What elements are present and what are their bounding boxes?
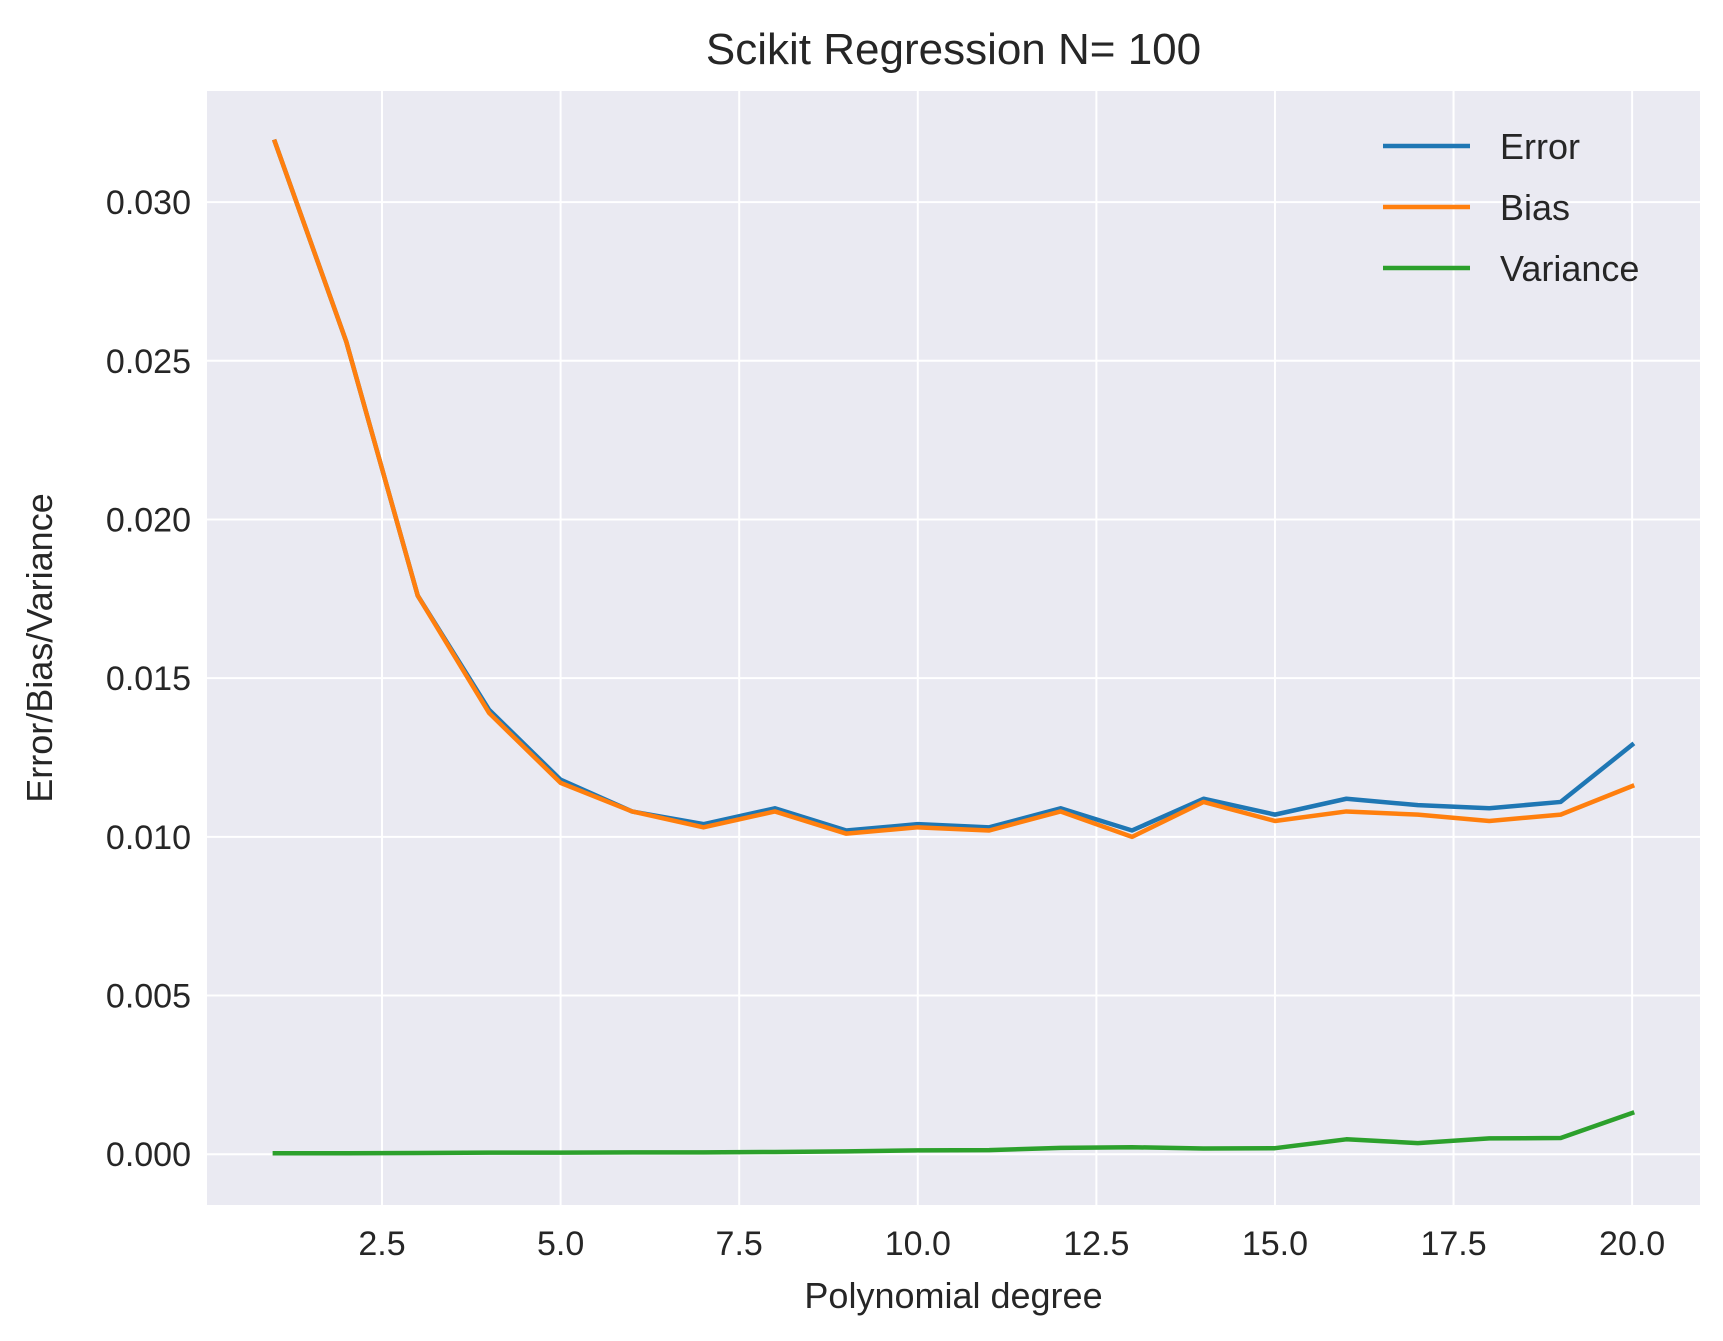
y-tick-label: 0.000: [106, 1136, 191, 1174]
x-tick-label: 10.0: [885, 1225, 951, 1263]
series-line-error: [271, 138, 1636, 833]
legend-label-bias: Bias: [1500, 187, 1570, 228]
x-tick-label: 2.5: [358, 1225, 405, 1263]
x-tick-label: 20.0: [1599, 1225, 1665, 1263]
x-tick-label: 15.0: [1242, 1225, 1308, 1263]
x-tick-label: 12.5: [1063, 1225, 1129, 1263]
plot-area: [207, 91, 1700, 1205]
series-line-bias: [271, 138, 1636, 840]
y-tick-label: 0.005: [106, 978, 191, 1016]
legend-label-error: Error: [1500, 126, 1580, 167]
legend-label-variance: Variance: [1500, 248, 1639, 289]
series-line-variance: [272, 1110, 1636, 1156]
y-tick-label: 0.030: [106, 184, 191, 222]
y-tick-label: 0.025: [106, 343, 191, 381]
y-tick-label: 0.020: [106, 501, 191, 539]
tick-labels: 2.5 5.0 7.5 10.0 12.5 15.0 17.5 20.0 0.000 0.005 0…: [106, 184, 1665, 1263]
x-axis-label: Polynomial degree: [804, 1275, 1102, 1316]
series-lines: [271, 138, 1636, 1156]
x-tick-label: 5.0: [537, 1225, 584, 1263]
x-tick-label: 17.5: [1420, 1225, 1486, 1263]
y-tick-label: 0.015: [106, 660, 191, 698]
x-tick-label: 7.5: [716, 1225, 763, 1263]
y-tick-label: 0.010: [106, 819, 191, 857]
legend: Error Bias Variance: [1383, 126, 1639, 289]
chart-title: Scikit Regression N= 100: [706, 25, 1201, 74]
y-axis-label: Error/Bias/Variance: [19, 493, 60, 802]
